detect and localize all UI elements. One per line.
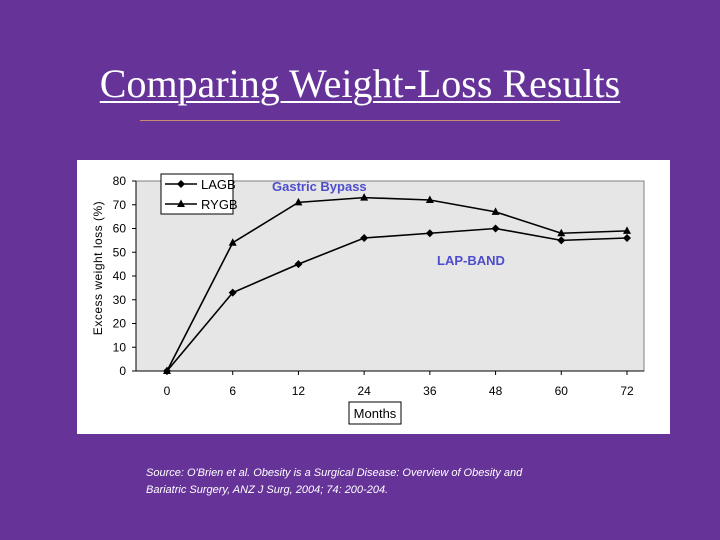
chart-panel: 0 10 20 30 40 50 60 70 80 0 6 12 24 36 48 60 72 Months Exc… xyxy=(77,160,670,434)
legend-box xyxy=(160,173,234,215)
data-point-rygb xyxy=(228,238,237,246)
y-tick-label: 0 xyxy=(119,364,126,378)
series-line-lagb xyxy=(166,227,628,372)
x-tick-label: 6 xyxy=(229,384,236,398)
slide-title: Comparing Weight-Loss Results xyxy=(99,61,621,106)
x-tick-label: 72 xyxy=(620,384,634,398)
source-line-2: Bariatric Surgery, ANZ J Surg, 2004; 74:… xyxy=(146,484,389,496)
x-axis-title: Months xyxy=(354,406,397,421)
y-tick-label: 40 xyxy=(113,269,127,283)
x-tick-label: 60 xyxy=(555,384,569,398)
data-point-lagb xyxy=(557,236,566,245)
data-point-rygb xyxy=(623,226,631,234)
y-tick-label: 20 xyxy=(113,317,127,331)
data-point-lagb xyxy=(228,288,237,297)
data-point-lagb xyxy=(425,229,434,238)
series-line-rygb xyxy=(166,196,628,372)
data-point-rygb xyxy=(425,195,434,203)
x-axis-title-box xyxy=(348,401,402,425)
source-line-1: Source: O'Brien et al. Obesity is a Surg… xyxy=(146,467,523,479)
x-tick-label: 12 xyxy=(292,384,306,398)
y-tick-label: 80 xyxy=(113,174,127,188)
line-chart: 0 10 20 30 40 50 60 70 80 0 6 12 24 36 48 60 72 Months Exc… xyxy=(91,173,645,425)
title-divider xyxy=(140,120,560,121)
data-point-lagb xyxy=(491,224,500,233)
annotation-gastric-bypass: Gastric Bypass xyxy=(272,179,367,194)
data-point-lagb xyxy=(360,234,369,242)
y-tick-label: 10 xyxy=(113,340,127,354)
legend-marker-rygb xyxy=(177,199,185,207)
x-tick-label: 0 xyxy=(164,384,171,398)
data-point-rygb xyxy=(557,228,566,237)
y-tick-label: 60 xyxy=(113,222,127,236)
y-axis-title: Excess weight loss (%) xyxy=(91,201,105,335)
data-point-rygb xyxy=(294,197,303,206)
data-point-rygb xyxy=(163,366,171,374)
y-tick-label: 30 xyxy=(113,293,127,307)
x-tick-label: 36 xyxy=(423,384,437,398)
legend-label: RYGB xyxy=(201,197,238,212)
legend-marker-lagb xyxy=(177,180,185,188)
x-tick-label: 48 xyxy=(489,384,503,398)
source-citation: Source: O'Brien et al. Obesity is a Surg… xyxy=(146,465,646,499)
y-tick-label: 50 xyxy=(113,245,127,259)
y-tick-label: 70 xyxy=(113,198,127,212)
data-point-lagb xyxy=(294,260,303,269)
x-tick-label: 24 xyxy=(357,384,371,398)
annotation-lap-band: LAP-BAND xyxy=(437,253,505,268)
legend-label: LAGB xyxy=(201,177,236,192)
data-point-rygb xyxy=(360,193,369,201)
data-point-rygb xyxy=(491,207,500,215)
data-point-lagb xyxy=(623,234,631,242)
